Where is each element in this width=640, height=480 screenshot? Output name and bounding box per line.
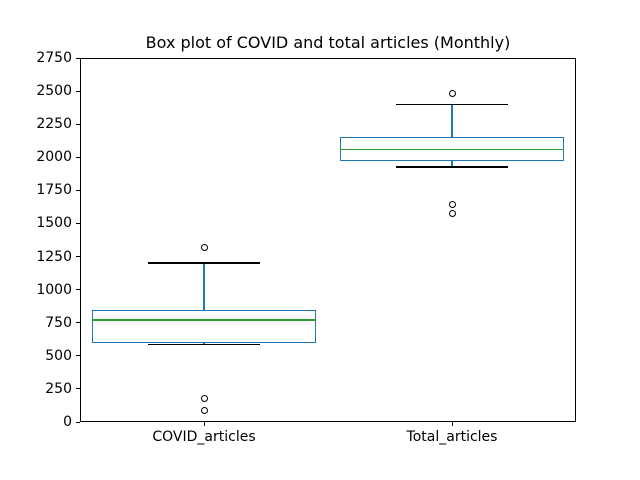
y-tick-mark bbox=[76, 123, 80, 125]
y-tick-label: 2750 bbox=[36, 50, 72, 66]
y-tick-label: 1250 bbox=[36, 248, 72, 265]
y-tick-mark bbox=[76, 289, 80, 291]
y-tick-label: 1750 bbox=[36, 182, 72, 199]
y-tick-label: 1000 bbox=[36, 281, 72, 298]
y-tick-label: 250 bbox=[45, 380, 72, 397]
outlier-point-Total_articles bbox=[448, 201, 456, 209]
cap-upper-COVID_articles bbox=[148, 262, 260, 264]
x-tick-label: COVID_articles bbox=[152, 429, 256, 445]
y-tick-label: 0 bbox=[63, 414, 72, 430]
x-tick-mark bbox=[203, 422, 205, 426]
y-tick-mark bbox=[76, 222, 80, 224]
whisker-lower-Total_articles bbox=[451, 161, 453, 168]
y-tick-mark bbox=[76, 322, 80, 324]
y-tick-mark bbox=[76, 256, 80, 258]
y-tick-label: 1500 bbox=[36, 215, 72, 232]
x-tick-mark bbox=[451, 422, 453, 426]
x-tick-label: Total_articles bbox=[406, 429, 498, 445]
y-tick-mark bbox=[76, 189, 80, 191]
outlier-point-COVID_articles bbox=[200, 244, 208, 252]
median-Total_articles bbox=[340, 148, 564, 151]
cap-lower-COVID_articles bbox=[148, 343, 260, 346]
outlier-point-Total_articles bbox=[448, 89, 456, 97]
y-tick-mark bbox=[76, 355, 80, 357]
outlier-point-COVID_articles bbox=[200, 394, 208, 402]
y-tick-mark bbox=[76, 156, 80, 158]
y-tick-label: 500 bbox=[45, 347, 72, 364]
y-tick-label: 750 bbox=[45, 314, 72, 331]
cap-upper-Total_articles bbox=[396, 103, 508, 106]
median-COVID_articles bbox=[92, 319, 316, 321]
y-tick-label: 2250 bbox=[36, 116, 72, 133]
y-tick-mark bbox=[76, 57, 80, 59]
y-tick-label: 2500 bbox=[36, 83, 72, 100]
plot-area bbox=[80, 58, 576, 422]
box-COVID_articles bbox=[92, 310, 316, 344]
y-tick-mark bbox=[76, 388, 80, 390]
outlier-point-Total_articles bbox=[448, 210, 456, 218]
cap-lower-Total_articles bbox=[396, 166, 508, 168]
outlier-point-COVID_articles bbox=[200, 406, 208, 414]
y-tick-mark bbox=[76, 421, 80, 423]
whisker-upper-COVID_articles bbox=[203, 263, 205, 311]
y-tick-label: 2000 bbox=[36, 149, 72, 166]
chart-title: Box plot of COVID and total articles (Mo… bbox=[145, 33, 511, 52]
y-tick-mark bbox=[76, 90, 80, 92]
whisker-upper-Total_articles bbox=[451, 104, 453, 138]
